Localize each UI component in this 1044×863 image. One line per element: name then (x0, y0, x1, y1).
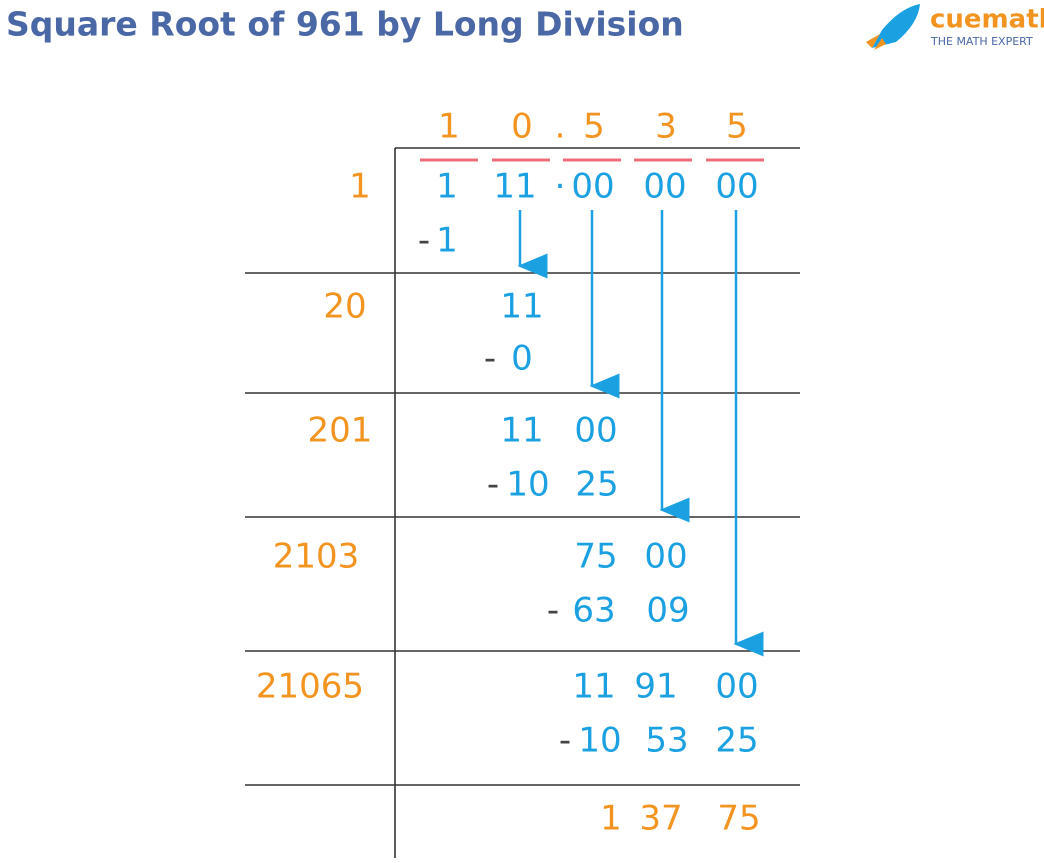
divisor: 1 (349, 167, 371, 207)
steps: 1 - 1 20 11 - 0 201 11 00 - 10 25 2103 7… (256, 167, 759, 761)
minus: - (559, 721, 571, 761)
digit: 53 (645, 721, 688, 761)
rules (245, 147, 800, 858)
minus: - (418, 221, 430, 261)
digit: 10 (578, 721, 621, 761)
logo: cuemath THE MATH EXPERT (866, 4, 1044, 50)
digit: 0 (511, 107, 533, 147)
divisor: 201 (308, 411, 373, 451)
digit: 00 (574, 411, 617, 451)
minus: - (484, 339, 496, 379)
divisor: 2103 (273, 537, 360, 577)
digit: 75 (717, 799, 760, 839)
digit: 1 (438, 107, 460, 147)
digit: 3 (655, 107, 677, 147)
digit: 5 (726, 107, 748, 147)
divisor: 21065 (256, 667, 364, 707)
digit: . (555, 107, 566, 147)
digit: 11 (500, 287, 543, 327)
digit: 00 (715, 667, 758, 707)
digit: 1 (600, 799, 622, 839)
digit: 91 (634, 667, 677, 707)
digit: 00 (571, 167, 614, 207)
title: Square Root of 961 by Long Division (6, 5, 684, 44)
digit: 10 (506, 465, 549, 505)
brand: cuemath (930, 5, 1044, 35)
digit: 11 (493, 167, 536, 207)
digit: 00 (643, 167, 686, 207)
digit: 5 (583, 107, 605, 147)
arrows (517, 210, 764, 657)
digit: 00 (644, 537, 687, 577)
digit: 37 (639, 799, 682, 839)
remainder: 1 37 75 (600, 799, 760, 839)
digit: 75 (574, 537, 617, 577)
digit: 11 (500, 411, 543, 451)
dividend: 1 11 · 00 00 00 (436, 167, 758, 207)
digit: 0 (511, 339, 533, 379)
quotient: 1 0 . 5 3 5 (438, 107, 748, 147)
digit: 00 (715, 167, 758, 207)
minus: - (487, 465, 499, 505)
digit: 25 (575, 465, 618, 505)
digit: 09 (646, 591, 689, 631)
tagline: THE MATH EXPERT (930, 35, 1033, 48)
digit: 1 (436, 221, 458, 261)
minus: - (547, 591, 559, 631)
divisor: 20 (323, 287, 366, 327)
digit: 11 (572, 667, 615, 707)
digit: · (555, 167, 566, 207)
digit: 1 (436, 167, 458, 207)
digit: 25 (715, 721, 758, 761)
digit: 63 (572, 591, 615, 631)
